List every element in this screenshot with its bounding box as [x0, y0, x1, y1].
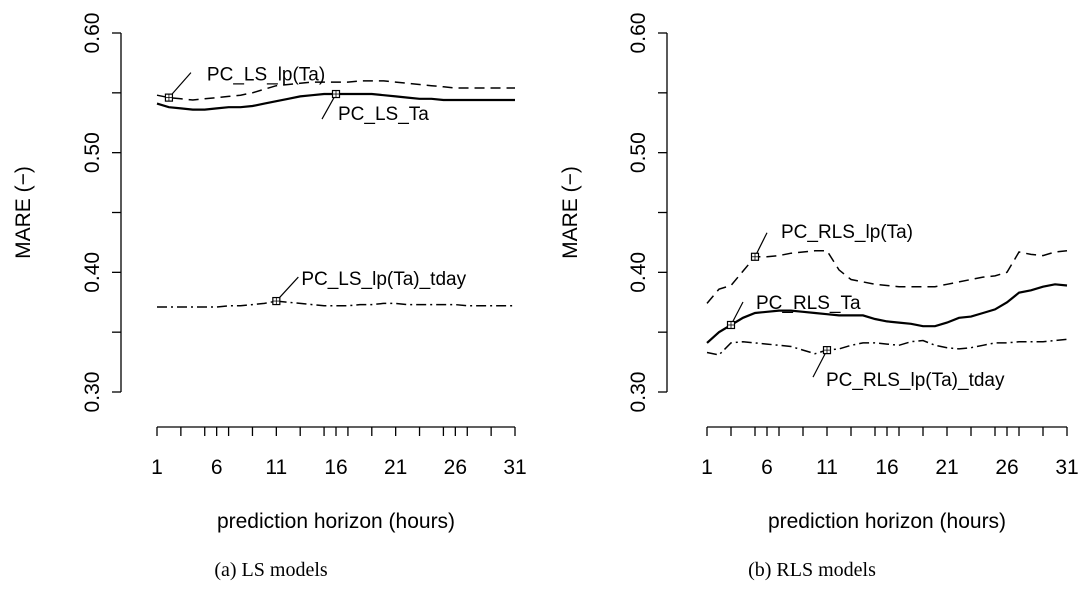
x-tick-label: 6	[761, 456, 773, 479]
x-axis-title: prediction horizon (hours)	[768, 510, 1006, 533]
series-label: PC_LS_lp(Ta)	[207, 65, 325, 86]
x-tick-label: 6	[211, 456, 223, 479]
series-line-1	[706, 250, 1068, 304]
figure-caption: (a) LS models	[214, 559, 328, 581]
series-label: PC_RLS_lp(Ta)_tday	[826, 370, 1005, 391]
series-label: PC_RLS_Ta	[756, 293, 861, 314]
y-tick-label: 0.40	[81, 252, 104, 293]
series-label: PC_LS_lp(Ta)_tday	[301, 269, 466, 290]
x-axis-title: prediction horizon (hours)	[217, 510, 455, 533]
series-label: PC_LS_Ta	[338, 104, 429, 125]
x-tick-label: 21	[384, 456, 407, 479]
series-label: PC_RLS_lp(Ta)	[781, 222, 913, 243]
x-tick-label: 31	[1055, 456, 1078, 479]
x-tick-label: 16	[324, 456, 347, 479]
y-axis-title: MARE (−)	[12, 166, 35, 259]
x-tick-label: 21	[935, 456, 958, 479]
x-tick-label: 11	[816, 456, 838, 479]
series-line-1	[156, 80, 515, 101]
figure-caption: (b) RLS models	[748, 559, 876, 581]
x-tick-label: 26	[995, 456, 1018, 479]
x-tick-label: 1	[151, 456, 163, 479]
series-line-2	[706, 283, 1068, 344]
x-tick-label: 1	[701, 456, 713, 479]
x-tick-label: 16	[875, 456, 898, 479]
series-line-3	[157, 300, 515, 308]
y-tick-label: 0.50	[81, 132, 104, 173]
x-tick-label: 11	[265, 456, 287, 479]
x-tick-label: 31	[503, 456, 526, 479]
y-tick-label: 0.40	[627, 252, 650, 293]
series-label-leader	[168, 72, 192, 99]
y-tick-label: 0.60	[81, 13, 104, 54]
y-tick-label: 0.30	[81, 372, 104, 413]
series-line-3	[706, 338, 1068, 356]
x-tick-label: 26	[444, 456, 467, 479]
y-axis-title: MARE (−)	[559, 166, 582, 259]
y-tick-label: 0.50	[627, 132, 650, 173]
y-tick-label: 0.60	[627, 13, 650, 54]
series-label-leader	[321, 93, 337, 120]
series-label-leader	[812, 349, 828, 378]
y-tick-label: 0.30	[627, 372, 650, 413]
